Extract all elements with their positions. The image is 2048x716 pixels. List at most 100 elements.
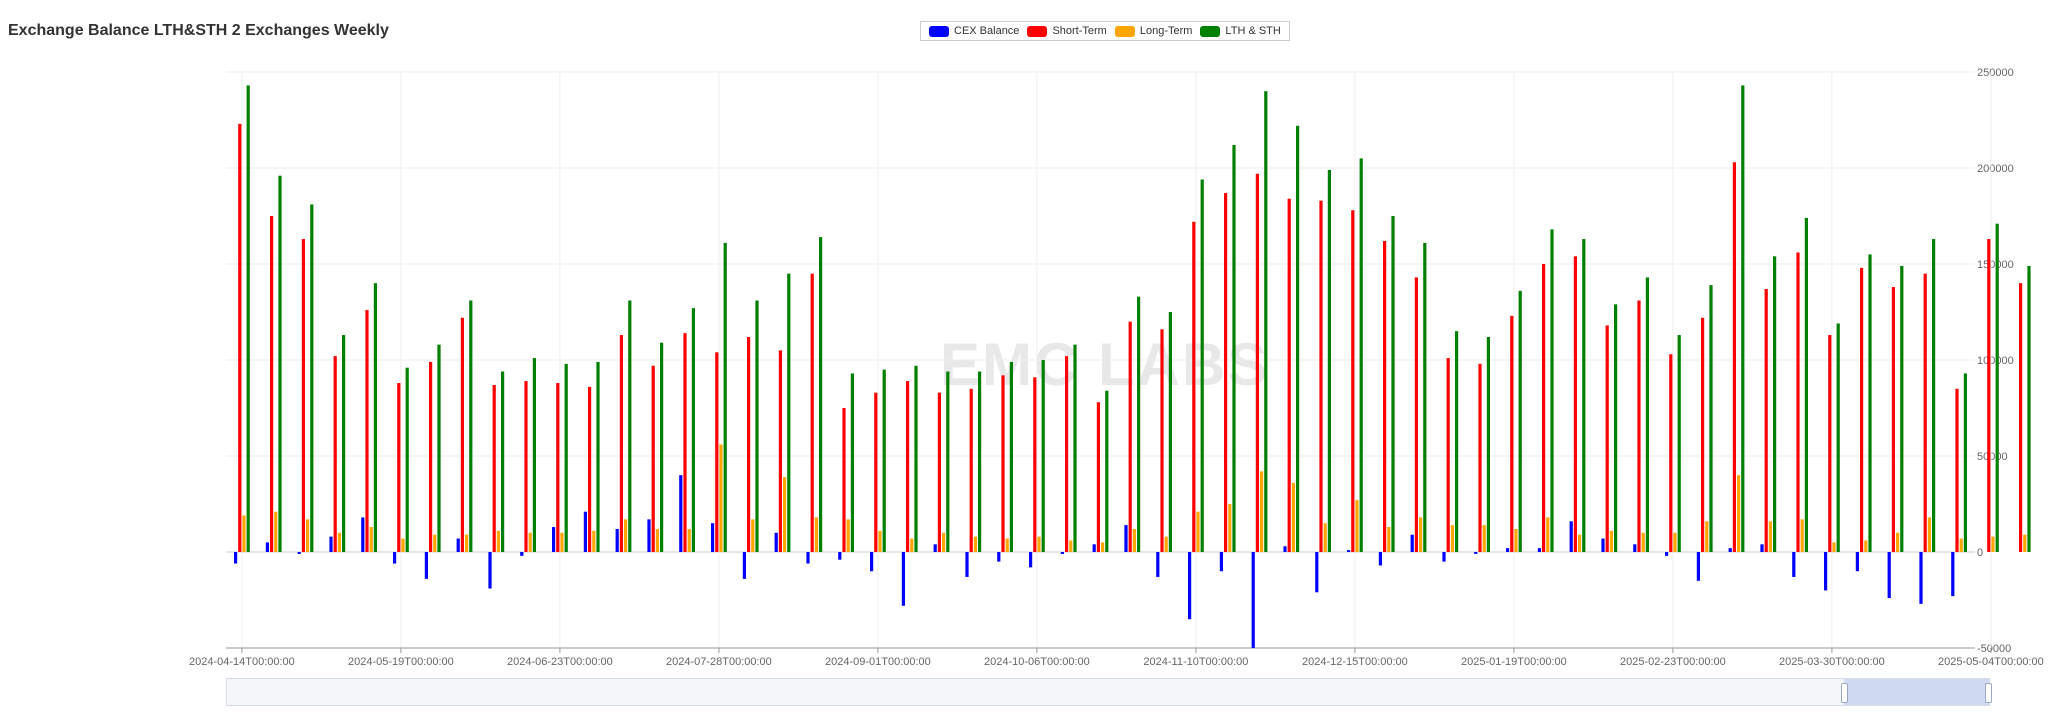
bar-lth-sth xyxy=(437,344,441,552)
bar-long-term xyxy=(1514,528,1518,552)
bar-long-term xyxy=(1196,511,1200,552)
legend: CEX Balance Short-Term Long-Term LTH & S… xyxy=(920,21,1290,41)
zoom-slider[interactable] xyxy=(226,678,1992,706)
bar-long-term xyxy=(687,528,691,552)
bar-long-term xyxy=(1896,532,1900,552)
bar-long-term xyxy=(655,528,659,552)
bar-lth-sth xyxy=(278,175,282,552)
y-tick-label: 150000 xyxy=(1977,259,2014,271)
bar-cex-balance xyxy=(552,527,556,552)
bar-lth-sth xyxy=(1041,360,1045,552)
bar-short-term xyxy=(270,216,274,552)
bar-cex-balance xyxy=(1410,534,1414,552)
bar-short-term xyxy=(365,310,369,552)
legend-item-short-term[interactable]: Short-Term xyxy=(1027,25,1107,37)
bar-lth-sth xyxy=(914,365,918,552)
bar-cex-balance xyxy=(1760,544,1764,552)
bar-long-term xyxy=(1673,532,1677,552)
bar-short-term xyxy=(683,333,687,552)
bar-cex-balance xyxy=(1569,521,1573,552)
bar-lth-sth xyxy=(469,300,473,552)
bar-short-term xyxy=(1160,329,1164,552)
bar-lth-sth xyxy=(1963,373,1967,552)
bar-short-term xyxy=(1446,358,1450,552)
bar-long-term xyxy=(337,532,341,552)
bar-long-term xyxy=(1705,521,1709,552)
legend-item-cex-balance[interactable]: CEX Balance xyxy=(929,25,1019,37)
bar-short-term xyxy=(1669,354,1673,552)
bar-cex-balance xyxy=(1919,552,1923,604)
bar-long-term xyxy=(783,477,787,552)
bar-long-term xyxy=(624,519,628,552)
bar-short-term xyxy=(1955,388,1959,552)
x-tick-label: 2025-05-04T00:00:00 xyxy=(1938,656,2044,668)
bar-long-term xyxy=(1260,471,1264,552)
bar-long-term xyxy=(751,519,755,552)
bar-cex-balance xyxy=(1951,552,1955,597)
bar-short-term xyxy=(1478,363,1482,552)
bar-cex-balance xyxy=(774,532,778,552)
bar-cex-balance xyxy=(1887,552,1891,599)
bar-short-term xyxy=(238,123,242,552)
bar-lth-sth xyxy=(1995,223,1999,552)
bar-cex-balance xyxy=(1696,552,1700,581)
bar-short-term xyxy=(1128,321,1132,552)
bar-cex-balance xyxy=(1029,552,1033,568)
bar-lth-sth xyxy=(246,85,250,552)
bar-short-term xyxy=(1764,288,1768,552)
bar-cex-balance xyxy=(329,536,333,552)
bar-cex-balance xyxy=(1188,552,1192,620)
bar-short-term xyxy=(619,335,623,552)
legend-item-lth-sth[interactable]: LTH & STH xyxy=(1200,25,1281,37)
bar-long-term xyxy=(560,532,564,552)
bar-short-term xyxy=(1828,335,1832,552)
bar-long-term xyxy=(369,527,373,552)
bar-lth-sth xyxy=(1741,85,1745,552)
x-tick-label: 2025-02-23T00:00:00 xyxy=(1620,656,1726,668)
bar-long-term xyxy=(2023,534,2027,552)
bar-cex-balance xyxy=(1219,552,1223,572)
x-tick-label: 2024-05-19T00:00:00 xyxy=(348,656,454,668)
y-tick-label: 250000 xyxy=(1977,67,2014,79)
bar-short-term xyxy=(778,350,782,552)
bar-lth-sth xyxy=(310,204,314,553)
bar-cex-balance xyxy=(806,552,810,564)
bar-long-term xyxy=(1291,482,1295,552)
bar-cex-balance xyxy=(965,552,969,577)
bar-lth-sth xyxy=(691,308,695,552)
bar-lth-sth xyxy=(882,369,886,552)
bar-lth-sth xyxy=(1804,217,1808,553)
bar-long-term xyxy=(1450,525,1454,552)
zoom-slider-window[interactable] xyxy=(1841,679,1992,705)
bar-long-term xyxy=(1101,542,1105,552)
bar-short-term xyxy=(460,317,464,552)
bar-short-term xyxy=(1891,287,1895,552)
bar-short-term xyxy=(301,239,305,553)
bar-long-term xyxy=(306,519,310,552)
bar-lth-sth xyxy=(1359,158,1363,552)
bar-long-term xyxy=(1609,530,1613,552)
bar-lth-sth xyxy=(1137,296,1141,552)
bar-cex-balance xyxy=(901,552,905,606)
bar-lth-sth xyxy=(1518,290,1522,552)
bar-cex-balance xyxy=(1156,552,1160,577)
bar-long-term xyxy=(1037,536,1041,552)
bar-lth-sth xyxy=(596,361,600,552)
bar-cex-balance xyxy=(870,552,874,572)
zoom-slider-right-handle[interactable] xyxy=(1985,683,1992,703)
zoom-slider-left-handle[interactable] xyxy=(1841,683,1848,703)
bar-lth-sth xyxy=(850,373,854,552)
y-tick-label: 0 xyxy=(1977,547,1983,559)
bar-short-term xyxy=(747,336,751,552)
bar-lth-sth xyxy=(1709,285,1713,552)
bar-short-term xyxy=(429,361,433,552)
bar-cex-balance xyxy=(583,511,587,552)
bar-short-term xyxy=(1383,240,1387,552)
bar-lth-sth xyxy=(1582,239,1586,553)
legend-swatch-lth-sth xyxy=(1200,25,1221,37)
bar-cex-balance xyxy=(520,552,524,556)
bar-cex-balance xyxy=(1442,552,1446,562)
bar-short-term xyxy=(1987,239,1991,553)
bar-cex-balance xyxy=(933,544,937,552)
legend-item-long-term[interactable]: Long-Term xyxy=(1114,25,1192,37)
